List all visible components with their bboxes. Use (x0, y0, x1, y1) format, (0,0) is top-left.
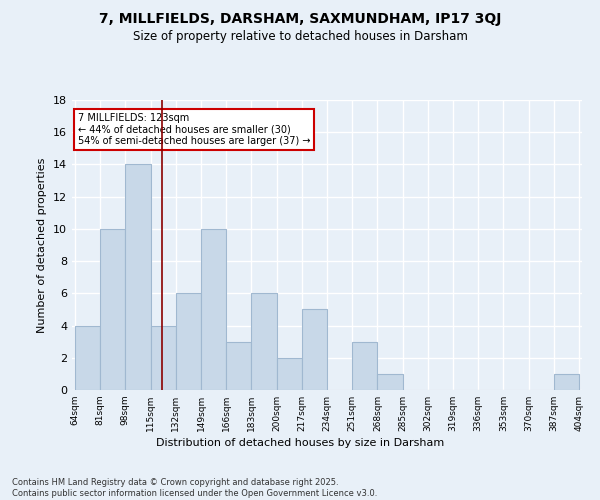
Bar (151, 326, 176, 390)
Bar (176, 294, 201, 390)
Text: Contains HM Land Registry data © Crown copyright and database right 2025.
Contai: Contains HM Land Registry data © Crown c… (12, 478, 377, 498)
Bar (554, 374, 579, 390)
Text: Size of property relative to detached houses in Darsham: Size of property relative to detached ho… (133, 30, 467, 43)
Bar (277, 358, 302, 390)
Bar (100, 229, 125, 390)
Text: 7 MILLFIELDS: 123sqm
← 44% of detached houses are smaller (30)
54% of semi-detac: 7 MILLFIELDS: 123sqm ← 44% of detached h… (78, 113, 310, 146)
Text: 7, MILLFIELDS, DARSHAM, SAXMUNDHAM, IP17 3QJ: 7, MILLFIELDS, DARSHAM, SAXMUNDHAM, IP17… (99, 12, 501, 26)
Bar (352, 342, 377, 390)
Bar (75, 326, 100, 390)
Text: Distribution of detached houses by size in Darsham: Distribution of detached houses by size … (156, 438, 444, 448)
Bar (226, 342, 251, 390)
Bar (251, 294, 277, 390)
Bar (302, 310, 327, 390)
Y-axis label: Number of detached properties: Number of detached properties (37, 158, 47, 332)
Bar (201, 229, 226, 390)
Bar (125, 164, 151, 390)
Bar (377, 374, 403, 390)
